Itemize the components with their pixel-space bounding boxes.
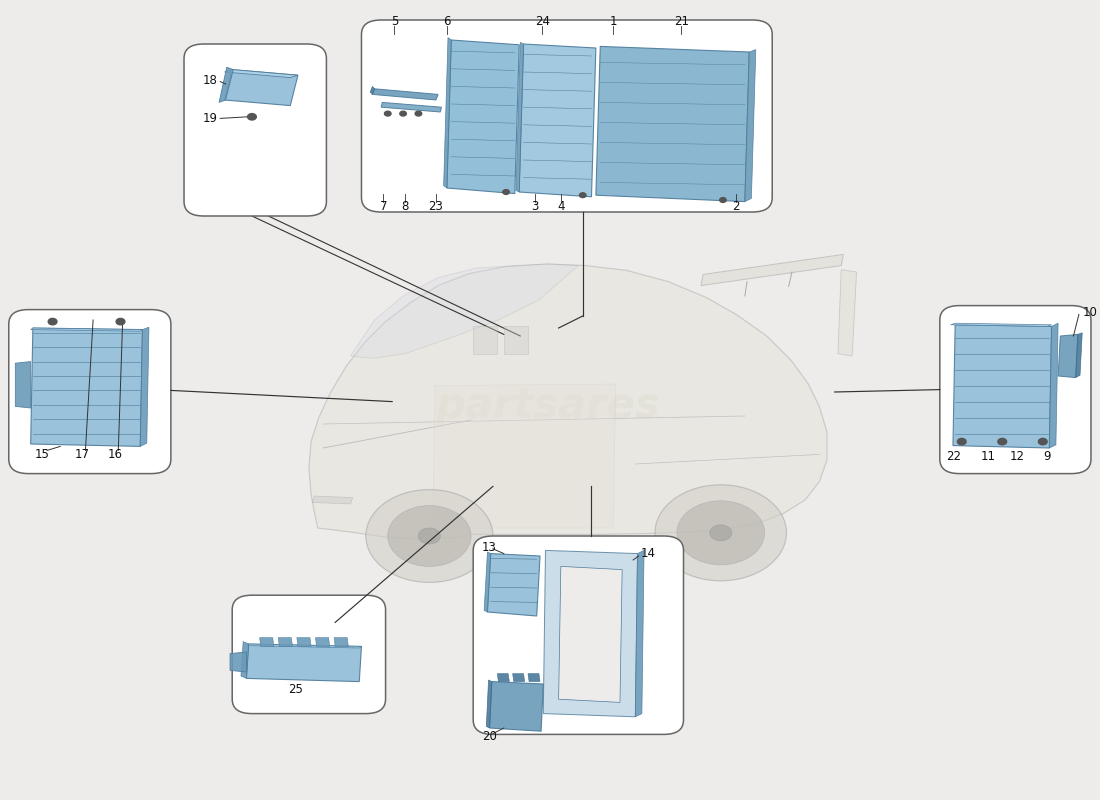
Polygon shape <box>230 652 246 672</box>
Text: 25: 25 <box>288 683 304 696</box>
Polygon shape <box>15 362 31 408</box>
Polygon shape <box>447 40 519 194</box>
FancyBboxPatch shape <box>939 306 1091 474</box>
Text: 4: 4 <box>557 200 564 213</box>
Polygon shape <box>297 638 311 646</box>
Polygon shape <box>246 644 362 648</box>
Circle shape <box>998 438 1006 445</box>
Polygon shape <box>953 325 1052 448</box>
Polygon shape <box>31 328 142 446</box>
Polygon shape <box>513 674 525 682</box>
Text: 10: 10 <box>1082 306 1097 318</box>
Polygon shape <box>309 264 827 539</box>
Polygon shape <box>278 638 293 646</box>
Text: 23: 23 <box>429 200 443 213</box>
Text: 13: 13 <box>482 541 497 554</box>
Polygon shape <box>373 89 438 100</box>
Circle shape <box>1038 438 1047 445</box>
Polygon shape <box>838 270 857 356</box>
Circle shape <box>399 111 406 116</box>
Polygon shape <box>224 70 298 106</box>
Text: 21: 21 <box>674 15 689 28</box>
Polygon shape <box>1049 323 1058 448</box>
Text: 8: 8 <box>402 200 409 213</box>
Polygon shape <box>371 86 375 94</box>
Text: 5: 5 <box>390 15 398 28</box>
Circle shape <box>710 525 732 541</box>
Polygon shape <box>559 566 623 702</box>
Text: 2: 2 <box>733 200 740 213</box>
Circle shape <box>248 114 256 120</box>
Circle shape <box>366 490 493 582</box>
Text: partsares: partsares <box>436 386 660 427</box>
Polygon shape <box>528 674 540 682</box>
Circle shape <box>418 528 440 544</box>
Polygon shape <box>334 638 349 646</box>
Polygon shape <box>497 674 509 682</box>
Text: 24: 24 <box>535 15 550 28</box>
Circle shape <box>48 318 57 325</box>
FancyBboxPatch shape <box>232 595 386 714</box>
Circle shape <box>385 111 390 116</box>
Polygon shape <box>432 384 616 528</box>
Polygon shape <box>382 102 441 112</box>
Text: 17: 17 <box>75 448 89 461</box>
Circle shape <box>654 485 786 581</box>
Polygon shape <box>443 38 451 188</box>
Text: 19: 19 <box>202 112 218 125</box>
Polygon shape <box>316 638 330 646</box>
Circle shape <box>580 193 586 198</box>
Text: 16: 16 <box>108 448 122 461</box>
Polygon shape <box>950 323 1052 326</box>
Text: 1: 1 <box>609 15 617 28</box>
Polygon shape <box>260 638 274 646</box>
Polygon shape <box>473 326 497 354</box>
Circle shape <box>415 111 421 116</box>
Polygon shape <box>519 44 596 197</box>
Polygon shape <box>312 496 353 504</box>
FancyBboxPatch shape <box>362 20 772 212</box>
Polygon shape <box>596 46 749 202</box>
Text: 12: 12 <box>1010 450 1025 462</box>
Text: 20: 20 <box>482 730 497 742</box>
Text: 14: 14 <box>641 547 656 560</box>
Polygon shape <box>636 550 645 717</box>
Text: 7: 7 <box>379 200 387 213</box>
Polygon shape <box>490 682 543 731</box>
Polygon shape <box>487 554 540 616</box>
Polygon shape <box>1076 333 1082 378</box>
Polygon shape <box>246 644 362 682</box>
Polygon shape <box>1058 334 1078 378</box>
Text: 3: 3 <box>531 200 538 213</box>
Polygon shape <box>486 680 492 728</box>
Circle shape <box>719 198 726 202</box>
Circle shape <box>388 506 471 566</box>
Polygon shape <box>224 70 298 78</box>
FancyBboxPatch shape <box>473 536 683 734</box>
Circle shape <box>503 190 509 194</box>
Polygon shape <box>745 50 756 202</box>
Polygon shape <box>219 67 233 102</box>
Polygon shape <box>701 254 844 286</box>
Polygon shape <box>140 327 148 446</box>
Polygon shape <box>504 326 528 354</box>
Polygon shape <box>484 552 491 612</box>
Polygon shape <box>241 642 249 678</box>
Text: 22: 22 <box>946 450 961 462</box>
Polygon shape <box>351 264 579 358</box>
Text: 15: 15 <box>35 448 50 461</box>
Text: 11: 11 <box>980 450 996 462</box>
Circle shape <box>117 318 125 325</box>
Circle shape <box>676 501 764 565</box>
Polygon shape <box>31 328 142 331</box>
Polygon shape <box>516 42 524 192</box>
Text: 18: 18 <box>202 74 218 86</box>
Text: 6: 6 <box>443 15 451 28</box>
Text: 9: 9 <box>1043 450 1050 462</box>
FancyBboxPatch shape <box>184 44 327 216</box>
FancyBboxPatch shape <box>9 310 170 474</box>
Circle shape <box>957 438 966 445</box>
Polygon shape <box>543 550 638 717</box>
